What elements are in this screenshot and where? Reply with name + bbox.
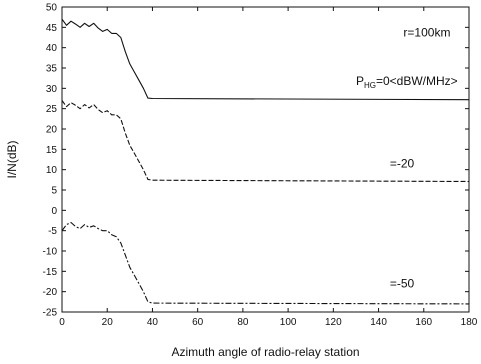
y-tick-label: 0 bbox=[51, 206, 57, 217]
annotation-power-main: P bbox=[356, 74, 364, 88]
y-tick-label: 25 bbox=[46, 104, 58, 115]
plot-area bbox=[61, 6, 470, 313]
annotation-radius: r=100km bbox=[403, 25, 450, 39]
plot-frame bbox=[61, 6, 470, 313]
x-tick-label: 180 bbox=[461, 317, 478, 328]
y-tick-label: 15 bbox=[46, 145, 58, 156]
series-line-0 bbox=[61, 18, 470, 101]
y-tick-label: 30 bbox=[46, 84, 58, 95]
y-tick-label: -25 bbox=[43, 308, 58, 319]
series-line-2 bbox=[61, 221, 470, 305]
tick-group: 0 20 40 60 80 100 120 140 160 180 -25 -20 -15 -10 -5 0 5… bbox=[43, 3, 478, 329]
y-tick-label: -10 bbox=[43, 247, 58, 258]
y-tick-label: 10 bbox=[46, 165, 58, 176]
annotation-power-minus50: =-50 bbox=[390, 277, 415, 291]
x-tick-label: 0 bbox=[59, 317, 65, 328]
y-tick-label: 45 bbox=[46, 23, 58, 34]
annotation-power-minus20: =-20 bbox=[390, 157, 415, 171]
annotation-power-sub: HG bbox=[364, 81, 376, 90]
x-tick-label: 20 bbox=[102, 317, 114, 328]
y-tick-label: 5 bbox=[51, 186, 57, 197]
x-tick-label: 120 bbox=[325, 317, 342, 328]
y-tick-label: 40 bbox=[46, 43, 58, 54]
x-tick-label: 100 bbox=[280, 317, 297, 328]
x-tick-label: 40 bbox=[147, 317, 159, 328]
y-tick-label: -15 bbox=[43, 267, 58, 278]
annotation-power-0: PHG=0<dBW/MHz> bbox=[356, 74, 458, 90]
y-tick-label: -20 bbox=[43, 287, 58, 298]
x-axis-label: Azimuth angle of radio-relay station bbox=[171, 345, 359, 359]
series-line-1 bbox=[61, 100, 470, 183]
x-tick-label: 60 bbox=[192, 317, 204, 328]
y-tick-label: 20 bbox=[46, 125, 58, 136]
x-tick-label: 140 bbox=[370, 317, 387, 328]
y-axis-label: I/N(dB) bbox=[5, 140, 19, 178]
series-group bbox=[61, 18, 470, 305]
x-tick-label: 80 bbox=[237, 317, 249, 328]
x-tick-label: 160 bbox=[415, 317, 432, 328]
y-tick-label: -5 bbox=[48, 226, 57, 237]
y-tick-label: 50 bbox=[46, 3, 58, 14]
y-tick-label: 35 bbox=[46, 64, 58, 75]
annotation-power-rest: =0<dBW/MHz> bbox=[376, 74, 458, 88]
